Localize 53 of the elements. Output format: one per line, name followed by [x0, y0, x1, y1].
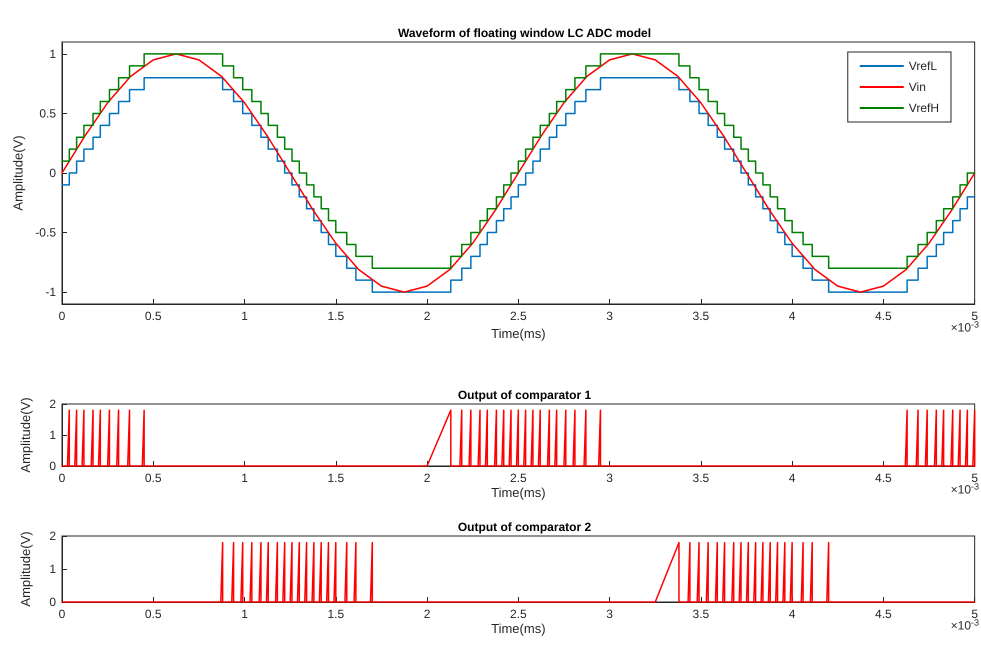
x-tick-label: 1 — [241, 309, 248, 323]
x-tick-label: 3.5 — [692, 471, 710, 485]
y-axis-title: Amplitude(V) — [18, 531, 33, 607]
x-tick-label: 0.5 — [144, 607, 162, 621]
x-tick-label: 4.5 — [875, 309, 892, 323]
y-tick-label: 1 — [49, 562, 56, 576]
x-axis-title: Time(ms) — [491, 621, 546, 636]
chart-title: Output of comparator 1 — [458, 388, 592, 402]
y-tick-label: 1 — [49, 428, 56, 442]
x-tick-label: 3 — [606, 309, 614, 323]
x-tick-label: 4 — [788, 309, 796, 323]
chart-title: Waveform of floating window LC ADC model — [398, 26, 652, 40]
x-tick-label: 1 — [241, 607, 248, 621]
x-tick-label: 2 — [424, 471, 431, 485]
x-tick-label: 0.5 — [144, 471, 162, 485]
x-tick-label: 4.5 — [875, 607, 892, 621]
x-tick-label: 3.5 — [692, 607, 710, 621]
x-tick-label: 0 — [58, 471, 66, 485]
x-tick-label: 4 — [788, 607, 796, 621]
x-tick-label: 3 — [606, 607, 614, 621]
y-tick-label: 1 — [49, 46, 56, 61]
y-tick-label: 0 — [49, 595, 56, 609]
x-tick-label: 0.5 — [144, 309, 162, 323]
x-tick-label: 2.5 — [510, 471, 527, 485]
x-tick-label: 3 — [606, 471, 614, 485]
y-tick-label: 0 — [49, 459, 56, 473]
y-tick-label: 2 — [49, 529, 56, 543]
legend-label: VrefH — [908, 101, 940, 115]
y-tick-label: 0 — [49, 166, 56, 180]
x-tick-label: 4.5 — [875, 471, 892, 485]
y-axis-title: Amplitude(V) — [18, 397, 33, 473]
x-tick-label: 3.5 — [692, 309, 710, 323]
y-tick-label: -1 — [45, 285, 56, 300]
x-tick-label: 4 — [788, 471, 796, 485]
y-tick-label: 0.5 — [39, 106, 56, 120]
x-tick-label: 1 — [241, 471, 248, 485]
x-axis-title: Time(ms) — [491, 485, 546, 500]
x-tick-label: 0 — [58, 309, 66, 323]
x-tick-label: 1.5 — [327, 607, 344, 621]
y-tick-label: -0.5 — [35, 226, 56, 240]
x-axis-title: Time(ms) — [491, 326, 546, 341]
x-tick-label: 2 — [424, 309, 431, 323]
x-tick-label: 2 — [424, 607, 431, 621]
x-tick-label: 1.5 — [327, 471, 344, 485]
legend-label: Vin — [908, 80, 926, 94]
x-tick-label: 2.5 — [510, 309, 527, 323]
chart-title: Output of comparator 2 — [458, 520, 592, 534]
y-tick-label: 2 — [49, 397, 56, 411]
y-axis-title: Amplitude(V) — [10, 135, 26, 211]
legend-label: VrefL — [908, 59, 938, 73]
x-tick-label: 0 — [58, 607, 66, 621]
x-tick-label: 1.5 — [327, 309, 344, 323]
x-tick-label: 2.5 — [510, 607, 527, 621]
